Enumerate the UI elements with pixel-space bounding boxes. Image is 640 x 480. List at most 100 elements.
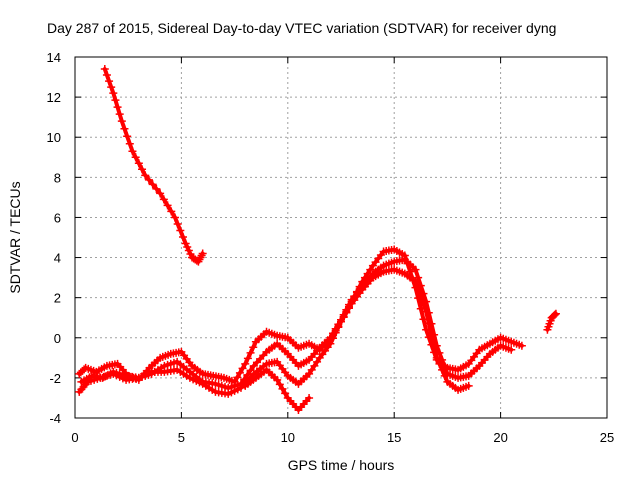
interp-marker <box>430 342 439 351</box>
data-point <box>100 65 109 74</box>
interp-marker <box>134 159 143 168</box>
x-tick-label: 10 <box>281 430 295 445</box>
interp-marker <box>310 361 319 370</box>
series-track-6 <box>543 309 560 334</box>
interp-marker <box>414 285 423 294</box>
series-group <box>75 65 560 414</box>
interp-marker <box>107 83 116 92</box>
interp-marker <box>438 365 447 374</box>
x-tick-label: 0 <box>71 430 78 445</box>
interp-marker <box>183 243 192 252</box>
plot-frame <box>74 56 608 419</box>
interp-marker <box>329 334 338 343</box>
interp-marker <box>427 330 436 339</box>
series-track-4 <box>75 265 473 398</box>
interp-marker <box>148 180 157 189</box>
data-point <box>432 353 441 362</box>
interp-marker <box>416 292 425 301</box>
interp-marker <box>334 323 343 332</box>
y-tick-label: -4 <box>49 411 61 426</box>
interp-marker <box>235 368 244 377</box>
series-track-5 <box>241 365 314 414</box>
interp-marker <box>238 364 247 373</box>
interp-marker <box>419 300 428 309</box>
interp-marker <box>342 308 351 317</box>
data-point <box>128 147 137 156</box>
interp-marker <box>307 365 316 374</box>
data-point <box>181 239 190 248</box>
x-tick-label: 15 <box>387 430 401 445</box>
interp-marker <box>243 354 252 363</box>
data-point <box>171 213 180 222</box>
data-point <box>422 307 431 316</box>
y-tick-label: 6 <box>54 210 61 225</box>
interp-marker <box>176 226 185 235</box>
ticks: 0 5 10 15 20 25 -4 -2 0 2 4 6 8 10 12 14 <box>47 50 615 445</box>
series-track-1 <box>100 65 207 266</box>
data-point <box>117 117 126 126</box>
interp-marker <box>115 110 124 119</box>
series-trace <box>102 67 205 264</box>
interp-marker <box>113 103 122 112</box>
interp-marker <box>278 384 287 393</box>
interp-marker <box>159 195 168 204</box>
data-point <box>326 339 335 348</box>
x-tick-label: 20 <box>493 430 507 445</box>
y-tick-label: 10 <box>47 130 61 145</box>
data-point <box>305 369 314 378</box>
interp-marker <box>344 304 353 313</box>
data-point <box>411 265 420 274</box>
interp-marker <box>144 175 153 184</box>
y-tick-label: 4 <box>54 251 61 266</box>
data-point <box>337 317 345 326</box>
x-axis-label: GPS time / hours <box>288 457 395 473</box>
interp-marker <box>131 153 140 162</box>
x-tick-label: 5 <box>178 430 185 445</box>
y-axis-label: SDTVAR / TECUs <box>7 181 23 293</box>
data-point <box>241 359 250 368</box>
interp-marker <box>275 380 284 389</box>
interp-marker <box>339 313 348 322</box>
series-trace <box>79 257 514 390</box>
data-point <box>273 375 282 384</box>
interp-marker <box>233 373 242 382</box>
data-point <box>507 345 516 354</box>
interp-marker <box>550 310 559 319</box>
data-point <box>517 341 526 350</box>
interp-marker <box>186 250 195 259</box>
interp-marker <box>246 348 255 357</box>
interp-marker <box>440 371 449 380</box>
y-tick-label: 8 <box>54 170 61 185</box>
interp-marker <box>184 246 193 255</box>
data-point <box>156 189 165 198</box>
interp-marker <box>366 265 375 274</box>
interp-marker <box>123 132 132 141</box>
interp-marker <box>178 232 187 241</box>
interp-marker <box>138 165 147 174</box>
interp-marker <box>167 207 176 216</box>
interp-marker <box>111 96 120 105</box>
data-point <box>464 381 473 390</box>
data-point <box>551 309 560 318</box>
data-point <box>411 277 420 286</box>
interp-marker <box>281 389 290 398</box>
y-tick-label: 14 <box>47 50 61 65</box>
data-point <box>109 89 118 98</box>
interp-marker <box>331 328 340 337</box>
chart-title: Day 287 of 2015, Sidereal Day-to-day VTE… <box>47 20 556 36</box>
interp-marker <box>163 201 172 210</box>
interp-marker <box>424 319 433 328</box>
y-tick-label: -2 <box>49 371 61 386</box>
interp-marker <box>435 359 444 368</box>
interp-marker <box>125 139 134 148</box>
interp-marker <box>249 343 258 352</box>
grid <box>75 57 607 418</box>
interp-marker <box>102 71 111 80</box>
interp-marker <box>173 219 182 228</box>
x-tick-label: 25 <box>600 430 614 445</box>
interp-marker <box>152 184 161 193</box>
interp-marker <box>105 77 114 86</box>
data-point <box>141 171 150 180</box>
y-tick-label: 12 <box>47 90 61 105</box>
